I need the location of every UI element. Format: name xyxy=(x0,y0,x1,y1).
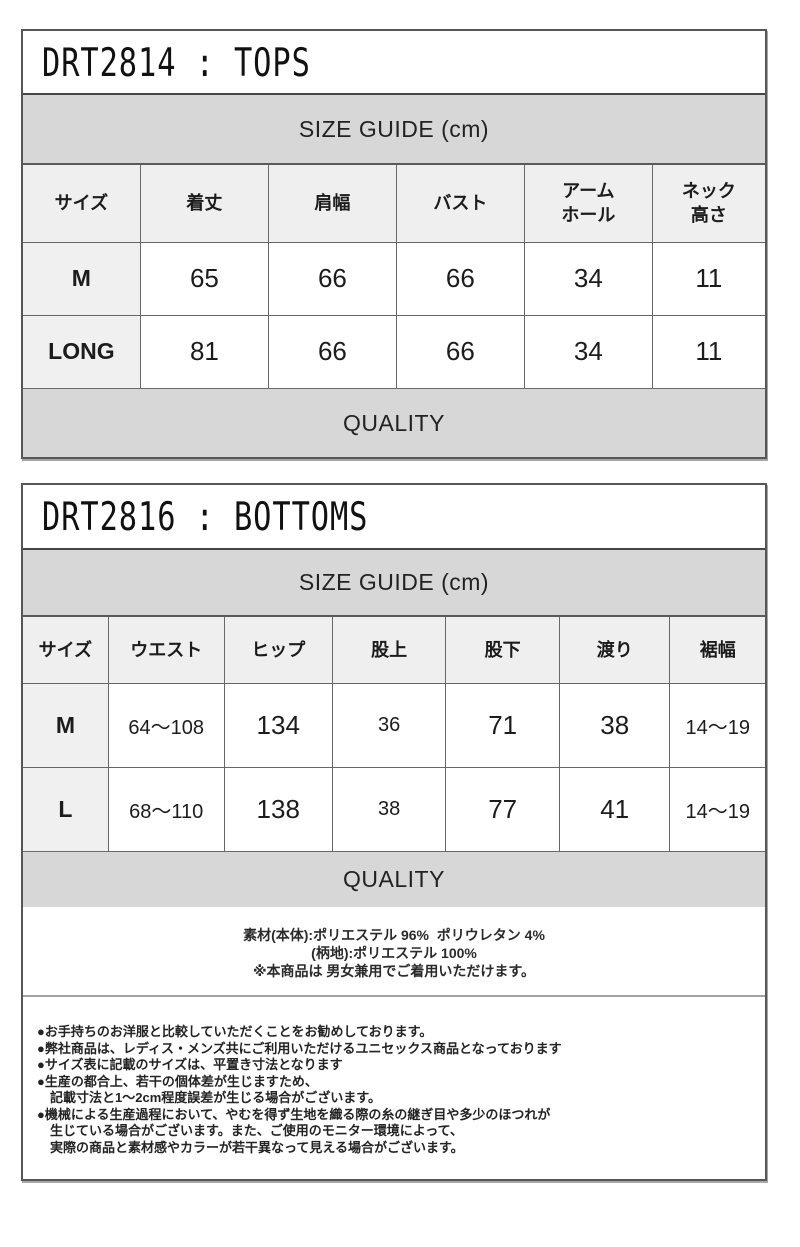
quality-label: QUALITY xyxy=(343,409,445,436)
measurement-cell: 65 xyxy=(139,241,270,316)
quality-band: QUALITY xyxy=(23,388,765,457)
size-name-cell: M xyxy=(23,241,141,316)
note-line: ●生産の都合上、若干の個体差が生じますため、 xyxy=(37,1073,318,1089)
quality-band: QUALITY xyxy=(23,851,765,907)
material-info: 素材(本体):ポリエステル 96% ポリウレタン 4% (柄地):ポリエステル 1… xyxy=(23,907,765,997)
note-line: ●サイズ表に記載のサイズは、平置き寸法となります xyxy=(37,1057,343,1072)
note-line: 実際の商品と素材感やカラーが若干異なって見える場合がございます。 xyxy=(37,1139,464,1155)
size-row: LONG 81 66 66 34 11 xyxy=(23,314,765,388)
column-header: ネック 高さ xyxy=(651,165,765,243)
measurement-cell: 11 xyxy=(651,241,765,316)
material-line: 素材(本体):ポリエステル 96% ポリウレタン 4% xyxy=(243,927,545,943)
note-line: ●機械による生産過程において、やむを得ず生地を織る際の糸の継ぎ目や多少のほつれが xyxy=(37,1106,551,1122)
column-header: 渡り xyxy=(558,617,671,684)
size-row: M 64～108 134 36 71 38 14～19 xyxy=(23,682,765,768)
column-header: ヒップ xyxy=(223,617,333,684)
measurement-cell: 38 xyxy=(558,682,671,768)
column-header: ウエスト xyxy=(107,617,225,684)
measurement-cell: 68～110 xyxy=(107,766,225,851)
size-guide-label: SIZE GUIDE (cm) xyxy=(298,115,490,142)
measurement-cell: 11 xyxy=(651,314,765,388)
measurement-cell: 41 xyxy=(558,766,671,851)
measurement-cell: 66 xyxy=(395,241,526,316)
bottoms-size-table: サイズ ウエスト ヒップ 股上 股下 渡り 裾幅 M 64～108 134 36 71 38 14～19 L… xyxy=(23,617,765,851)
measurement-cell: 64～108 xyxy=(107,682,225,768)
size-guide-band: SIZE GUIDE (cm) xyxy=(23,95,765,165)
header-row: サイズ 着丈 肩幅 バスト アーム ホール ネック 高さ xyxy=(23,165,765,243)
size-name-cell: L xyxy=(23,766,109,851)
header-row: サイズ ウエスト ヒップ 股上 股下 渡り 裾幅 xyxy=(23,617,765,684)
note-line: 記載寸法と1～2cm程度誤差が生じる場合がございます。 xyxy=(37,1090,381,1105)
tops-size-chart-section: DRT2814 : TOPS SIZE GUIDE (cm) サイズ 着丈 肩幅 バス… xyxy=(21,29,767,459)
measurement-cell: 34 xyxy=(524,241,653,316)
size-row: L 68～110 138 38 77 41 14～19 xyxy=(23,766,765,851)
measurement-cell: 38 xyxy=(331,766,447,851)
measurement-cell: 14～19 xyxy=(669,682,765,768)
column-header: 股上 xyxy=(331,617,447,684)
size-guide-band: SIZE GUIDE (cm) xyxy=(23,550,765,617)
column-header: バスト xyxy=(395,165,526,243)
measurement-cell: 81 xyxy=(139,314,270,388)
column-header: アーム ホール xyxy=(524,165,653,243)
column-header: 股下 xyxy=(445,617,560,684)
product-code-title: DRT2814 : TOPS xyxy=(42,38,311,86)
material-line: (柄地):ポリエステル 100% xyxy=(311,945,477,961)
material-line: ※本商品は 男女兼用でご着用いただけます。 xyxy=(252,963,536,979)
note-line: ●お手持ちのお洋服と比較していただくことをお勧めしております。 xyxy=(37,1024,433,1039)
product-code-title: DRT2816 : BOTTOMS xyxy=(42,493,369,540)
size-row: M 65 66 66 34 11 xyxy=(23,241,765,316)
measurement-cell: 66 xyxy=(268,241,397,316)
measurement-cell: 36 xyxy=(331,682,447,768)
measurement-cell: 134 xyxy=(223,682,333,768)
measurement-cell: 77 xyxy=(445,766,560,851)
size-name-cell: LONG xyxy=(23,314,141,388)
measurement-cell: 66 xyxy=(268,314,397,388)
tops-size-table: サイズ 着丈 肩幅 バスト アーム ホール ネック 高さ M 65 66 66 34 11 LONG 81… xyxy=(23,165,765,388)
size-guide-label: SIZE GUIDE (cm) xyxy=(298,569,490,595)
column-header: サイズ xyxy=(23,617,109,684)
measurement-cell: 66 xyxy=(395,314,526,388)
column-header: サイズ xyxy=(23,165,141,243)
size-name-cell: M xyxy=(23,682,109,768)
column-header: 肩幅 xyxy=(268,165,397,243)
measurement-cell: 14～19 xyxy=(669,766,765,851)
bottoms-size-chart-section: DRT2816 : BOTTOMS SIZE GUIDE (cm) サイズ ウエス… xyxy=(21,483,767,1181)
column-header: 裾幅 xyxy=(669,617,765,684)
product-code-header-tops: DRT2814 : TOPS xyxy=(23,31,765,95)
note-line: ●弊社商品は、レディス・メンズ共にご利用いただけるユニセックス商品となっておりま… xyxy=(37,1040,562,1056)
quality-label: QUALITY xyxy=(343,866,445,892)
measurement-cell: 138 xyxy=(223,766,333,851)
measurement-cell: 34 xyxy=(524,314,653,388)
product-code-header-bottoms: DRT2816 : BOTTOMS xyxy=(23,485,765,550)
measurement-cell: 71 xyxy=(445,682,560,768)
note-line: 生じている場合がございます。また、ご使用のモニター環境によって、 xyxy=(37,1123,464,1138)
purchase-notes: ●お手持ちのお洋服と比較していただくことをお勧めしております。 ●弊社商品は、レデ… xyxy=(23,997,765,1179)
column-header: 着丈 xyxy=(139,165,270,243)
